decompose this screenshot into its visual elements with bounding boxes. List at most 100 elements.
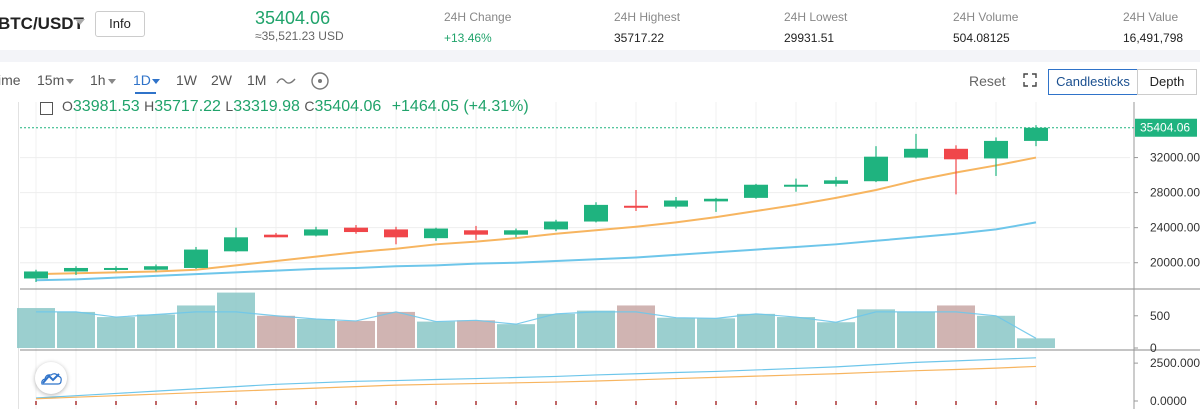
cloud-logo-icon[interactable] — [35, 362, 67, 394]
candle-body — [624, 205, 648, 208]
volume-tick-label: 500 — [1150, 309, 1170, 323]
candle-body — [664, 200, 688, 207]
timeframe-15m[interactable]: 15m — [37, 72, 65, 88]
stat-value: 504.08125 — [953, 31, 1010, 45]
volume-bars — [17, 292, 1055, 348]
candles — [24, 125, 1048, 282]
volume-tick-label: 0 — [1150, 341, 1157, 355]
header-separator — [0, 50, 1200, 62]
stat-value: 29931.51 — [784, 31, 835, 45]
volume-bar — [897, 311, 935, 348]
last-price-label: 35404.06 — [1140, 121, 1190, 135]
volume-bar — [697, 318, 735, 348]
volume-bar — [817, 322, 855, 348]
price-axis: 32000.00 28000.00 24000.00 20000.00 35404.06… — [20, 118, 1200, 408]
price-tick-label: 32000.00 — [1150, 151, 1200, 165]
timeframe-1h[interactable]: 1h — [90, 72, 106, 88]
ohlc-open: 33981.53 — [72, 98, 140, 115]
volume-bar — [297, 319, 335, 348]
timeframe-1d[interactable]: 1D — [133, 72, 151, 88]
stat-value: 16,491,798 — [1123, 31, 1184, 45]
candle-body — [984, 140, 1008, 159]
timeframe-1w[interactable]: 1W — [176, 72, 197, 88]
candle-body — [904, 148, 928, 158]
volume-bar — [97, 317, 135, 348]
indicator-tick-label: 0.0000 — [1150, 394, 1187, 408]
chart-panes — [20, 102, 1200, 409]
ohlc-change: +1464.05 (+4.31%) — [391, 98, 529, 115]
info-button[interactable]: Info — [95, 11, 145, 37]
volume-bar — [257, 315, 295, 348]
candle-body — [424, 228, 448, 239]
stat-label: 24H Change — [444, 10, 512, 24]
stat-label: 24H Volume — [953, 10, 1019, 24]
chevron-down-icon[interactable] — [108, 79, 116, 84]
candlesticks-tab[interactable]: Candlesticks — [1048, 69, 1138, 95]
ohlc-c-key: C — [304, 98, 315, 114]
price-tick-label: 20000.00 — [1150, 256, 1200, 270]
volume-bar — [657, 317, 695, 348]
candle-body — [704, 198, 728, 202]
ohlc-l-key: L — [225, 98, 234, 114]
stat-24h-highest: 24H Highest 35717.22 — [614, 10, 680, 45]
stat-label: 24H Lowest — [784, 10, 848, 24]
last-price: 35404.06 — [255, 8, 331, 28]
price-tick-label: 24000.00 — [1150, 221, 1200, 235]
candle-body — [504, 230, 528, 235]
pair-caret-icon[interactable] — [75, 19, 85, 25]
last-price-marker — [1135, 118, 1197, 137]
candle-body — [344, 227, 368, 233]
volume-bar — [217, 292, 255, 348]
indicator-line-b — [35, 365, 1037, 400]
chevron-down-icon[interactable] — [152, 79, 160, 84]
candle-body — [384, 229, 408, 238]
candle-body — [304, 229, 328, 236]
chart-type-line-icon[interactable] — [275, 74, 297, 88]
timeframe-time[interactable]: ime — [0, 72, 21, 88]
ohlc-close: 35404.06 — [314, 98, 382, 115]
price-tick-label: 28000.00 — [1150, 186, 1200, 200]
volume-bar — [417, 321, 455, 348]
candle-body — [944, 148, 968, 160]
candle-body — [144, 266, 168, 270]
indicators-icon[interactable] — [310, 71, 330, 91]
indicator-lines — [35, 357, 1037, 405]
fullscreen-icon[interactable] — [1020, 70, 1040, 90]
volume-ma-line — [36, 311, 1037, 339]
stat-label: 24H Value — [1123, 10, 1179, 24]
timeframe-1m[interactable]: 1M — [247, 72, 267, 88]
indicator-tick-label: 2500.0000 — [1150, 356, 1200, 370]
stat-24h-change: 24H Change +13.46% — [444, 10, 511, 45]
volume-bar — [497, 324, 535, 348]
ohlc-h-key: H — [144, 98, 155, 114]
stat-24h-volume: 24H Volume 504.08125 — [953, 10, 1018, 45]
volume-bar — [17, 308, 55, 348]
drawing-tools-sidebar — [0, 102, 19, 409]
volume-bar — [737, 313, 775, 348]
volume-bar — [337, 320, 375, 348]
active-timeframe-indicator — [135, 92, 156, 94]
candle-body — [64, 267, 88, 272]
reset-button[interactable]: Reset — [969, 73, 1006, 89]
candle-body — [224, 237, 248, 252]
volume-bar — [537, 313, 575, 348]
candle-body — [744, 184, 768, 198]
timeframe-2w[interactable]: 2W — [211, 72, 232, 88]
chevron-down-icon[interactable] — [66, 79, 74, 84]
expand-legend-icon[interactable] — [40, 102, 53, 115]
volume-bar — [617, 305, 655, 348]
volume-bar — [1017, 338, 1055, 348]
ohlc-high: 35717.22 — [154, 98, 221, 115]
depth-tab[interactable]: Depth — [1137, 69, 1197, 95]
volume-bar — [377, 311, 415, 348]
ohlc-legend: O33981.53 H35717.22 L33319.98 C35404.06 … — [62, 98, 529, 116]
pair-selector[interactable]: BTC/USDT — [0, 14, 84, 33]
stat-value: +13.46% — [444, 31, 492, 45]
volume-bar — [777, 317, 815, 348]
ma-slow-line — [35, 221, 1037, 282]
candle-body — [784, 184, 808, 187]
volume-bar — [577, 310, 615, 348]
stat-24h-lowest: 24H Lowest 29931.51 — [784, 10, 847, 45]
indicator-line-a — [35, 357, 1037, 399]
